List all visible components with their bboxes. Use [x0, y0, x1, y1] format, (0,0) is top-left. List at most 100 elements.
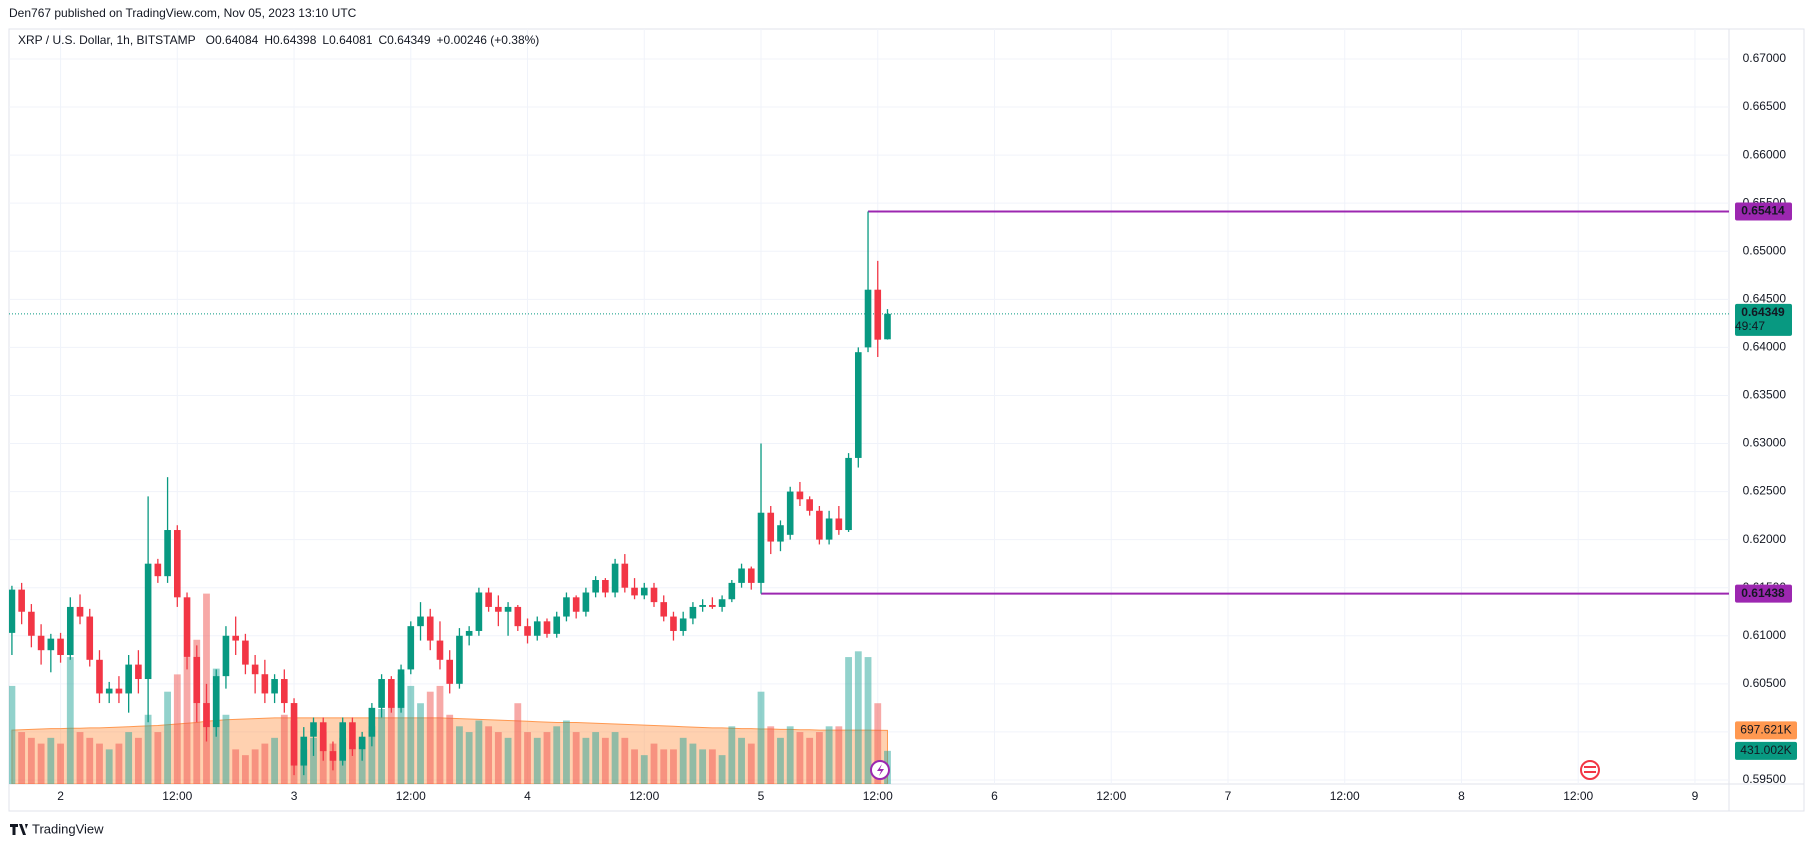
x-tick-label: 12:00	[1096, 789, 1126, 803]
volume-value-box	[1735, 741, 1797, 760]
candle-body	[533, 621, 541, 636]
volume-bar	[57, 743, 64, 784]
symbol-title: XRP / U.S. Dollar, 1h, BITSTAMP	[18, 33, 196, 47]
volume-bar	[767, 726, 775, 784]
x-tick-label: 8	[1458, 789, 1465, 803]
candle-body	[183, 597, 191, 657]
volume-bar	[183, 657, 191, 784]
x-tick-label: 7	[1225, 789, 1232, 803]
last-price-label: 0.64349	[1741, 305, 1785, 319]
volume-value-label: 431.002K	[1740, 743, 1791, 757]
volume-bar	[164, 691, 171, 784]
volume-bar	[718, 755, 726, 784]
x-tick-label: 6	[991, 789, 998, 803]
candle-body	[212, 676, 220, 728]
volume-bar	[738, 737, 745, 784]
x-tick-label: 4	[524, 789, 531, 803]
candle-body	[504, 606, 512, 612]
candle-body	[553, 616, 561, 634]
volume-bar	[27, 737, 35, 784]
candle-body	[835, 518, 843, 531]
candle-body	[28, 611, 35, 636]
volume-bar	[728, 726, 736, 784]
volume-bar	[835, 726, 843, 784]
volume-bar	[777, 737, 784, 784]
volume-bar	[504, 737, 512, 784]
volume-bar	[475, 720, 483, 784]
candle-body	[767, 512, 775, 542]
candle-body	[319, 722, 327, 752]
event-bolt	[877, 764, 884, 776]
candle-body	[329, 751, 337, 761]
candle-body	[621, 563, 629, 588]
candle-body	[602, 580, 609, 593]
volume-bar	[86, 737, 94, 784]
volume-bar	[134, 737, 142, 784]
candle-body	[203, 703, 210, 728]
y-tick-label: 0.67000	[1743, 51, 1787, 65]
candle-body	[495, 606, 502, 612]
volume-bar	[232, 749, 240, 784]
volume-bar	[76, 732, 84, 784]
y-tick-label: 0.63500	[1743, 388, 1787, 402]
candle-body	[611, 563, 619, 593]
legend-value: 0.64084	[215, 33, 259, 47]
volume-bar	[96, 743, 103, 784]
volume-bar	[689, 743, 697, 784]
candle-body	[747, 568, 755, 583]
candle-body	[864, 289, 872, 348]
candle-body	[543, 621, 551, 634]
y-tick-label: 0.62000	[1743, 532, 1787, 546]
x-tick-label: 12:00	[396, 789, 426, 803]
candle-body	[825, 518, 833, 540]
y-tick-label: 0.59500	[1743, 772, 1787, 786]
candle-body	[349, 722, 356, 750]
candle-body	[572, 597, 580, 612]
volume-bar	[222, 714, 230, 784]
candle-body	[9, 589, 16, 633]
volume-bar	[796, 732, 804, 784]
volume-bar	[679, 737, 687, 784]
x-tick-label: 12:00	[1563, 789, 1593, 803]
candle-body	[417, 616, 424, 627]
volume-bar	[757, 691, 765, 784]
candle-body	[193, 656, 201, 704]
logo-icon	[10, 824, 28, 835]
volume-bar	[271, 737, 278, 784]
candle-body	[86, 616, 94, 660]
level-price-label: 0.65414	[1741, 204, 1785, 218]
volume-value-label: 697.621K	[1740, 723, 1791, 737]
economic-event-icon[interactable]	[1580, 760, 1600, 780]
volume-value-box	[1735, 721, 1797, 740]
last-price-box	[1735, 303, 1792, 336]
candle-body	[854, 352, 862, 458]
legend-key: C	[378, 33, 387, 47]
candle-body	[514, 606, 522, 627]
volume-bar	[349, 743, 356, 784]
candle-body	[290, 703, 298, 766]
candle-body	[18, 589, 25, 612]
candle-body	[232, 635, 239, 641]
candle-body	[475, 592, 483, 631]
x-tick-label: 12:00	[629, 789, 659, 803]
volume-bar	[845, 657, 852, 784]
volume-bar	[154, 732, 162, 784]
chart-frame	[8, 28, 1805, 812]
volume-bar	[368, 726, 376, 784]
flag-stripe	[1584, 771, 1596, 773]
volume-bar	[397, 674, 405, 784]
volume-bar	[533, 737, 541, 784]
volume-bar	[494, 732, 502, 784]
volume-bar	[387, 703, 395, 784]
volume-bar	[825, 726, 833, 784]
candle-body	[709, 605, 716, 607]
candle-body	[115, 688, 123, 694]
legend-key: O	[206, 33, 215, 47]
publisher-note: Den767 published on TradingView.com, Nov…	[9, 6, 357, 20]
candle-body	[310, 722, 317, 737]
candle-body	[485, 592, 492, 607]
legend-change: +0.00246 (+0.38%)	[437, 33, 540, 47]
candle-body	[96, 659, 103, 694]
volume-bar	[465, 732, 473, 784]
volume-bar	[417, 703, 424, 784]
